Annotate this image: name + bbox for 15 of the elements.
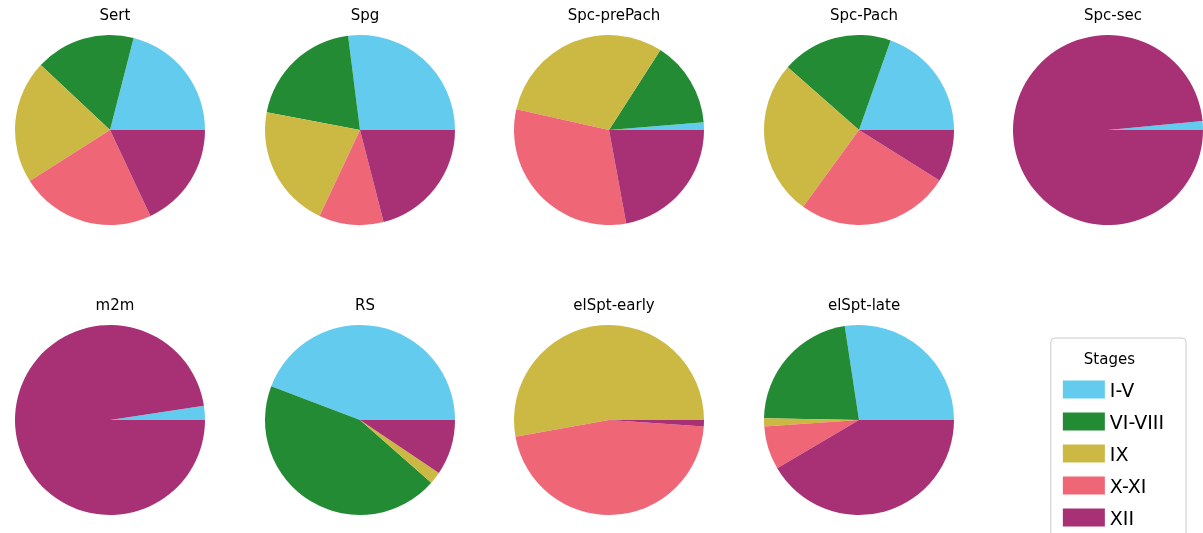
chart-title: Spg	[350, 5, 379, 24]
chart-title: RS	[354, 295, 375, 314]
legend-label: X-XI	[1109, 474, 1146, 497]
chart-title: elSpt-early	[573, 295, 655, 314]
chart-title: elSpt-late	[827, 295, 900, 314]
chart-title: m2m	[95, 295, 135, 314]
chart-title: Spc-Pach	[829, 5, 898, 24]
legend-label: VI-VIII	[1109, 410, 1164, 433]
chart-title: Sert	[99, 5, 131, 24]
legend-title: Stages	[1083, 349, 1135, 368]
legend-label: XII	[1109, 506, 1134, 529]
legend-label: I-V	[1109, 378, 1134, 401]
chart-title: Spc-sec	[1084, 5, 1142, 24]
legend-label: IX	[1109, 442, 1128, 465]
chart-title: Spc-prePach	[567, 5, 661, 24]
